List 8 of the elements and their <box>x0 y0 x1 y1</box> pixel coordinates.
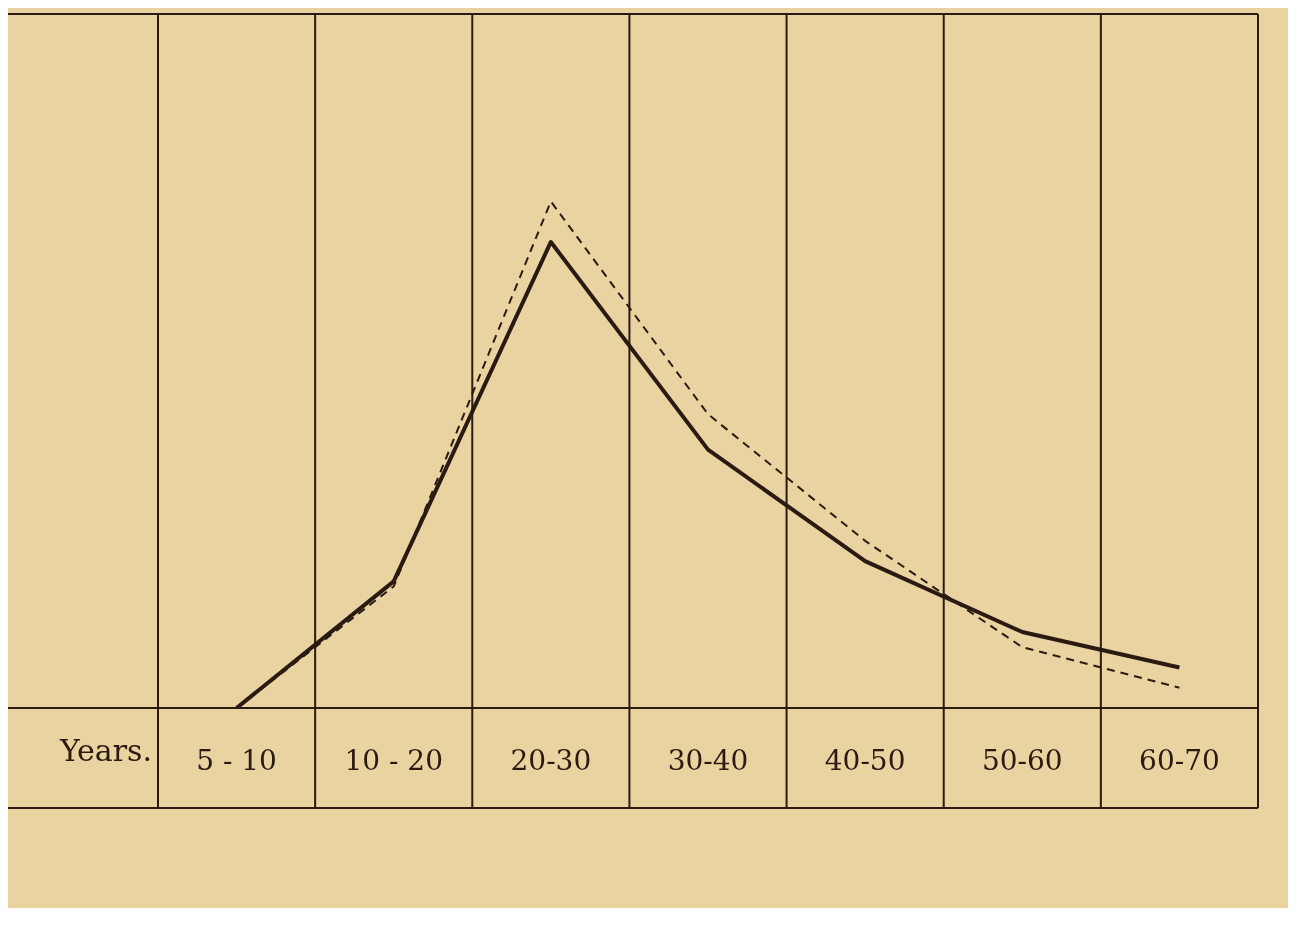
x-tick-label: 60-70 <box>1139 744 1220 778</box>
x-tick-label: 20-30 <box>510 744 592 778</box>
x-tick-label: 50-60 <box>981 744 1063 778</box>
x-tick-label: 10 - 20 <box>344 744 443 778</box>
x-tick-label: 5 - 10 <box>196 744 277 778</box>
x-tick-label: 30-40 <box>667 744 749 778</box>
x-axis-title: Years. <box>58 732 152 768</box>
x-tick-label: 40-50 <box>824 744 906 778</box>
